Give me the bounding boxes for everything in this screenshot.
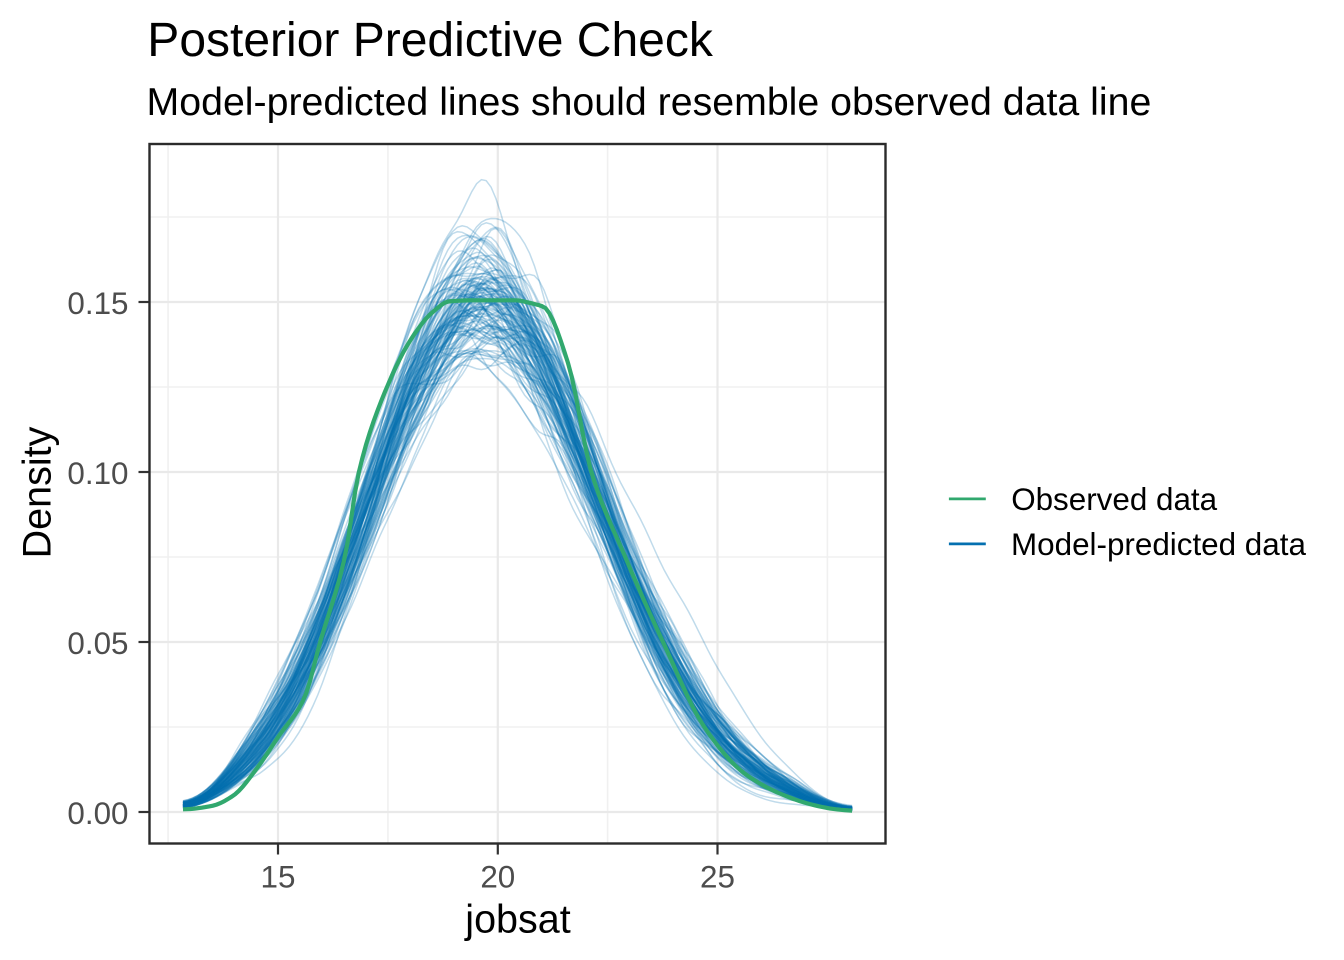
svg-text:Model-predicted data: Model-predicted data bbox=[1011, 527, 1306, 562]
svg-text:Observed data: Observed data bbox=[1011, 482, 1217, 517]
svg-text:Model-predicted lines should r: Model-predicted lines should resemble ob… bbox=[147, 80, 1152, 124]
svg-text:15: 15 bbox=[261, 859, 296, 894]
svg-text:0.10: 0.10 bbox=[67, 456, 128, 491]
svg-text:20: 20 bbox=[480, 859, 515, 894]
svg-text:0.05: 0.05 bbox=[67, 626, 128, 661]
svg-text:jobsat: jobsat bbox=[464, 898, 570, 942]
svg-text:Posterior Predictive Check: Posterior Predictive Check bbox=[147, 14, 714, 67]
svg-text:25: 25 bbox=[700, 859, 735, 894]
svg-text:Density: Density bbox=[15, 426, 59, 558]
svg-text:0.00: 0.00 bbox=[67, 796, 128, 831]
svg-text:0.15: 0.15 bbox=[67, 286, 128, 321]
